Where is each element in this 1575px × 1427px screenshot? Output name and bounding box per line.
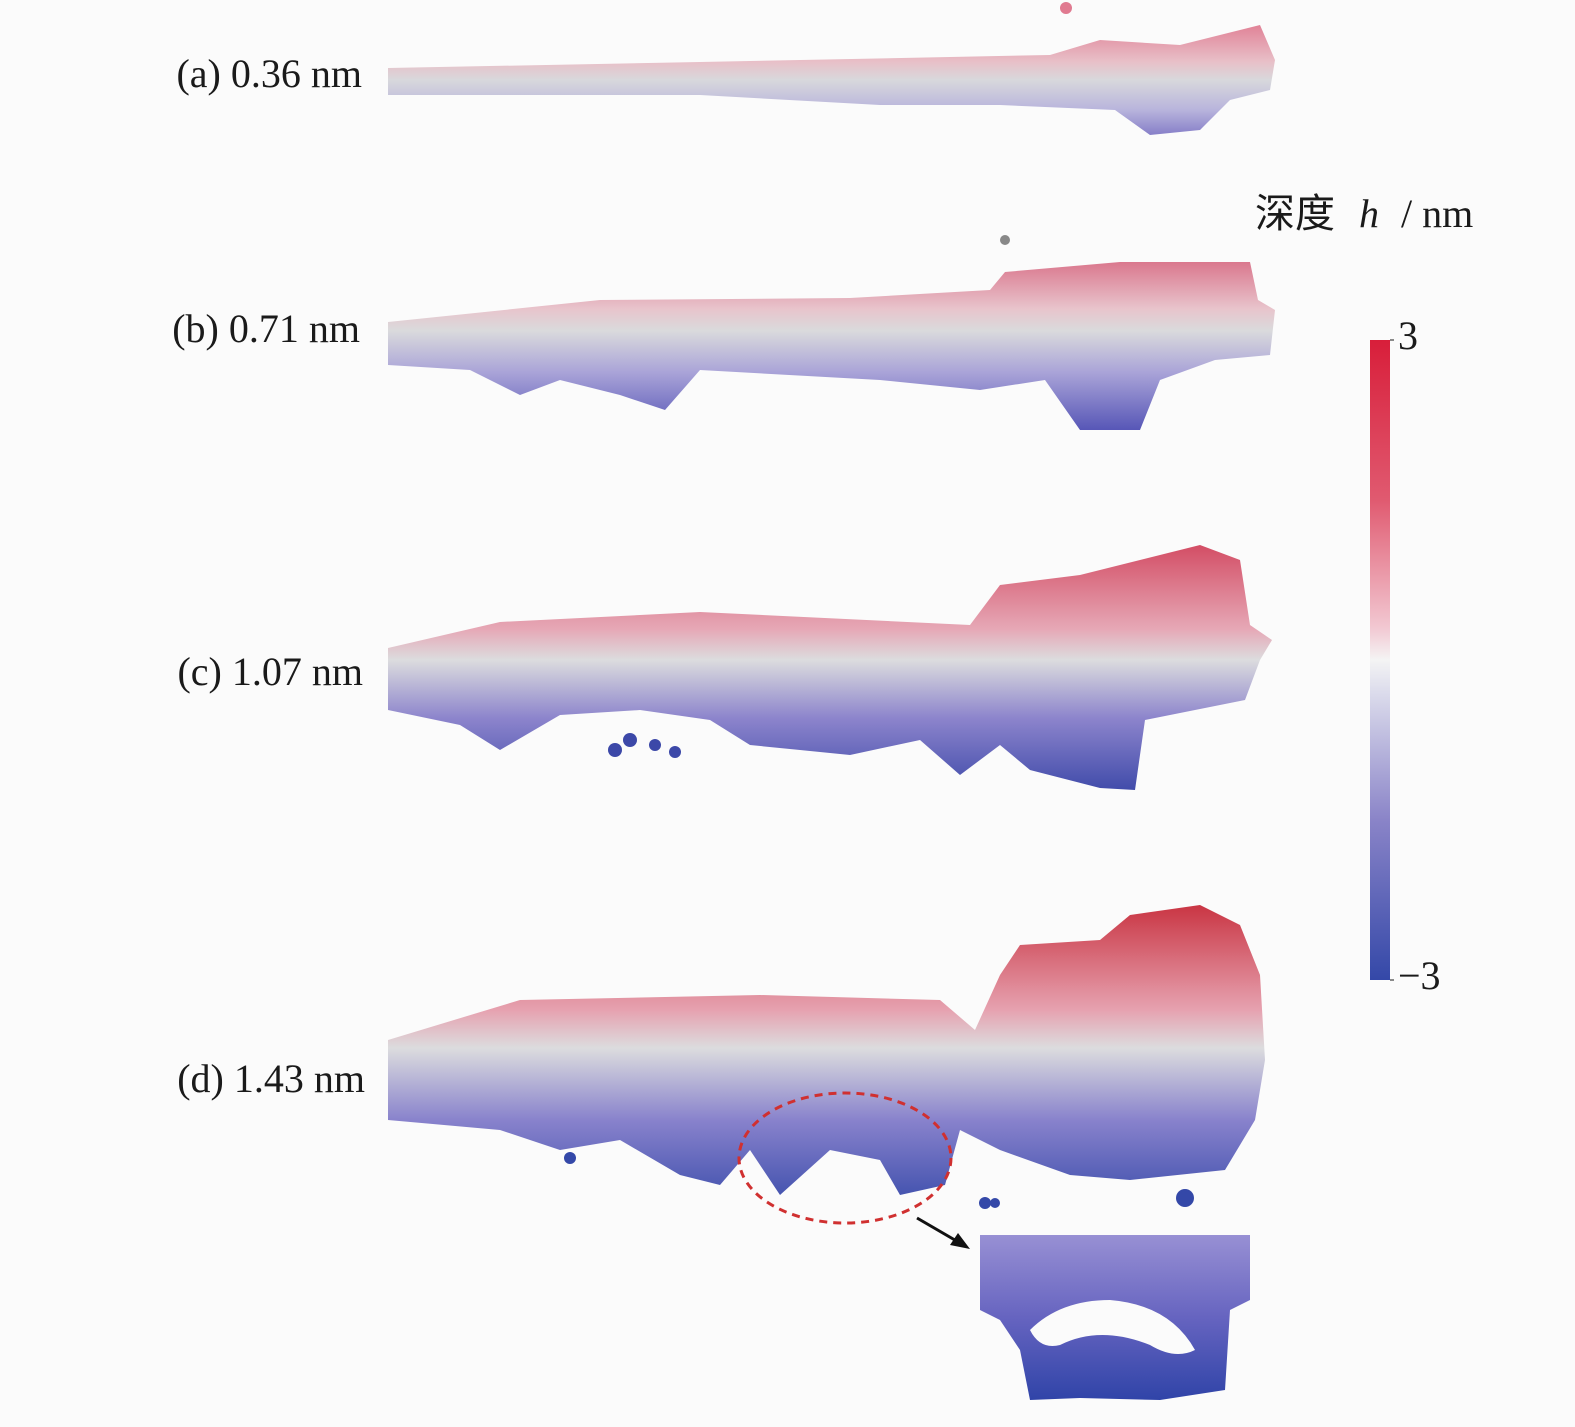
colorbar [1370,340,1390,980]
surface-b [388,262,1275,430]
surface-d [388,905,1265,1195]
colorbar-title-var: h [1359,191,1379,236]
panel-label: (c) 1.07 nm [177,649,363,694]
highlight-ellipse [737,1091,953,1225]
colorbar-tick-label: 3 [1398,313,1418,358]
debris-d [564,1152,1194,1209]
colorbar-title-text: 深度 [1255,191,1335,236]
colorbar-tick-label: −3 [1398,953,1441,998]
panel-label: (b) 0.71 nm [172,306,360,351]
panel-label: (d) 1.43 nm [177,1056,365,1101]
debris-c [608,733,681,758]
arrow-line [916,1216,961,1245]
colorbar-title: 深度 h / nm [1255,191,1473,236]
panel-label: (a) 0.36 nm [176,51,362,96]
surface-a [388,25,1275,135]
surface-c [388,545,1272,790]
atom [1000,235,1010,245]
atom [1060,2,1072,14]
colorbar-title-unit: / nm [1401,191,1473,236]
inset-void [1030,1300,1195,1354]
arrow-head [950,1233,970,1249]
